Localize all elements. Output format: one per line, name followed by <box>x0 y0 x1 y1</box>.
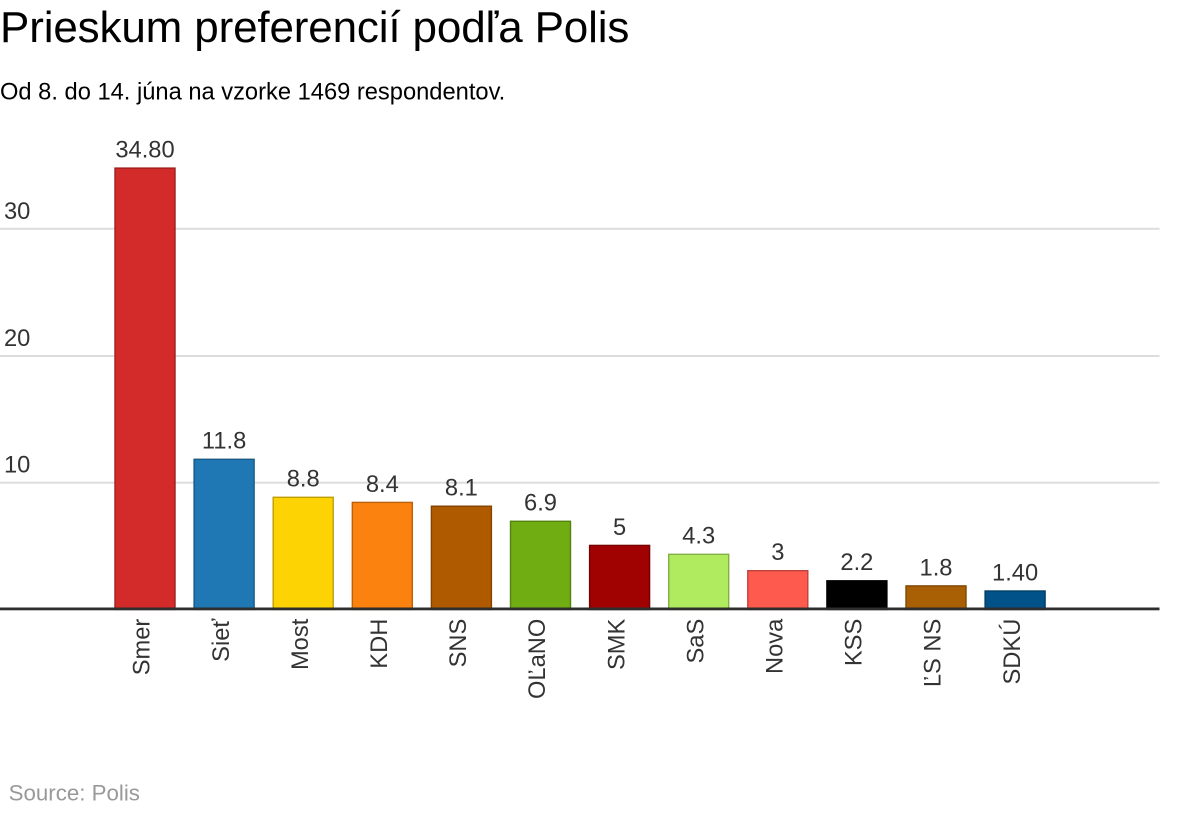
svg-text:8.1: 8.1 <box>445 476 478 502</box>
svg-text:SaS: SaS <box>683 619 709 664</box>
svg-text:5: 5 <box>613 515 626 541</box>
svg-text:KSS: KSS <box>842 619 868 666</box>
svg-text:Prieskum preferencií podľa Pol: Prieskum preferencií podľa Polis <box>0 3 629 52</box>
svg-text:20: 20 <box>4 326 30 352</box>
svg-text:11.8: 11.8 <box>202 429 246 455</box>
svg-text:8.8: 8.8 <box>287 467 320 493</box>
svg-text:1.8: 1.8 <box>920 555 953 581</box>
svg-text:10: 10 <box>4 453 30 479</box>
svg-text:OĽaNO: OĽaNO <box>525 619 551 699</box>
svg-text:30: 30 <box>4 199 30 225</box>
svg-text:Source: Polis: Source: Polis <box>9 781 140 806</box>
svg-text:8.4: 8.4 <box>366 472 399 498</box>
svg-text:4.3: 4.3 <box>682 524 715 550</box>
svg-text:3: 3 <box>771 540 784 566</box>
svg-text:Smer: Smer <box>130 619 156 676</box>
svg-text:2.2: 2.2 <box>840 550 873 576</box>
svg-text:1.40: 1.40 <box>992 560 1038 586</box>
svg-text:Sieť: Sieť <box>209 618 235 662</box>
svg-text:KDH: KDH <box>367 619 393 669</box>
svg-text:SMK: SMK <box>604 619 630 671</box>
svg-text:SNS: SNS <box>446 619 472 668</box>
svg-text:ĽS NS: ĽS NS <box>921 619 947 687</box>
svg-text:34.80: 34.80 <box>115 138 174 164</box>
svg-text:Od 8. do 14. júna na vzorke 14: Od 8. do 14. júna na vzorke 1469 respond… <box>0 79 505 105</box>
svg-text:Most: Most <box>288 618 314 670</box>
svg-text:Nova: Nova <box>763 618 789 674</box>
svg-text:SDKÚ: SDKÚ <box>999 619 1026 685</box>
svg-text:6.9: 6.9 <box>524 491 557 517</box>
